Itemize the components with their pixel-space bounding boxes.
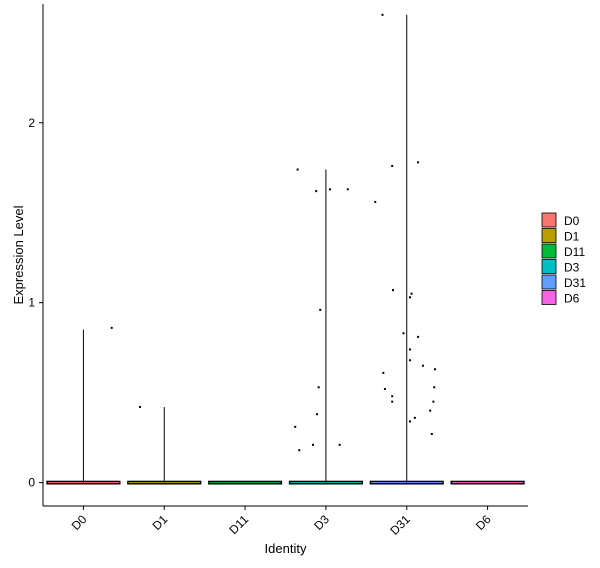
data-point xyxy=(434,368,437,371)
x-tick-label-d3: D3 xyxy=(311,512,332,533)
legend-key-d31 xyxy=(541,274,557,290)
data-point xyxy=(316,413,319,416)
x-tick-label-d31: D31 xyxy=(387,512,413,538)
data-point xyxy=(328,188,331,191)
violin-layer xyxy=(46,14,525,485)
data-point xyxy=(391,400,394,403)
y-tick-label: 1 xyxy=(28,296,35,310)
data-point xyxy=(382,371,385,374)
data-point xyxy=(410,292,413,295)
x-axis-title: Identity xyxy=(265,541,307,556)
data-point xyxy=(319,308,322,311)
data-point xyxy=(408,296,411,299)
data-point xyxy=(408,348,411,351)
legend-label-d1: D1 xyxy=(564,230,580,244)
data-point xyxy=(294,425,297,428)
legend-label-d11: D11 xyxy=(564,245,585,259)
data-point xyxy=(417,161,420,164)
data-point xyxy=(402,332,405,335)
data-point xyxy=(429,409,432,412)
data-point xyxy=(374,200,377,203)
legend-key-d1 xyxy=(541,228,557,243)
y-tick-label: 0 xyxy=(28,476,35,490)
x-tick-label-d0: D0 xyxy=(69,512,90,533)
x-tick-label-d11: D11 xyxy=(226,512,251,537)
data-point xyxy=(391,164,394,167)
data-point xyxy=(381,13,384,16)
data-point xyxy=(298,449,301,452)
data-point xyxy=(392,289,395,292)
data-point xyxy=(391,395,394,398)
data-point xyxy=(408,420,411,423)
jitter-points-layer xyxy=(110,13,437,452)
y-tick-label: 2 xyxy=(28,116,35,130)
legend-label-d6: D6 xyxy=(564,292,580,306)
data-point xyxy=(315,190,318,193)
data-point xyxy=(383,388,386,391)
data-point xyxy=(311,443,314,446)
axes xyxy=(42,4,528,507)
data-point xyxy=(139,406,141,409)
violin-body-d11 xyxy=(208,480,283,485)
x-tick-label-d6: D6 xyxy=(473,512,494,533)
legend-key-d11 xyxy=(541,243,557,259)
legend-label-d0: D0 xyxy=(564,214,580,228)
legend-key-d3 xyxy=(541,259,557,274)
legend-key-d6 xyxy=(541,290,557,305)
data-point xyxy=(413,416,416,419)
legend-label-d31: D31 xyxy=(564,276,586,290)
x-tick-label-d1: D1 xyxy=(150,512,171,533)
data-point xyxy=(346,188,349,191)
data-point xyxy=(408,359,411,362)
data-point xyxy=(296,168,299,171)
data-point xyxy=(317,386,320,389)
data-point xyxy=(417,335,420,338)
data-point xyxy=(338,443,341,446)
y-axis-ticks: 0 1 2 xyxy=(28,116,43,490)
data-point xyxy=(421,364,424,367)
data-point xyxy=(432,400,435,403)
y-axis-title: Expression Level xyxy=(11,205,26,304)
legend-label-d3: D3 xyxy=(564,261,580,275)
data-point xyxy=(430,433,433,436)
x-axis-ticks: D0 D1 D11 D3 D31 D6 xyxy=(69,506,494,538)
legend-key-d0 xyxy=(541,212,557,228)
data-point xyxy=(110,326,113,329)
violin-body-d6 xyxy=(450,480,525,485)
data-point xyxy=(433,386,436,389)
